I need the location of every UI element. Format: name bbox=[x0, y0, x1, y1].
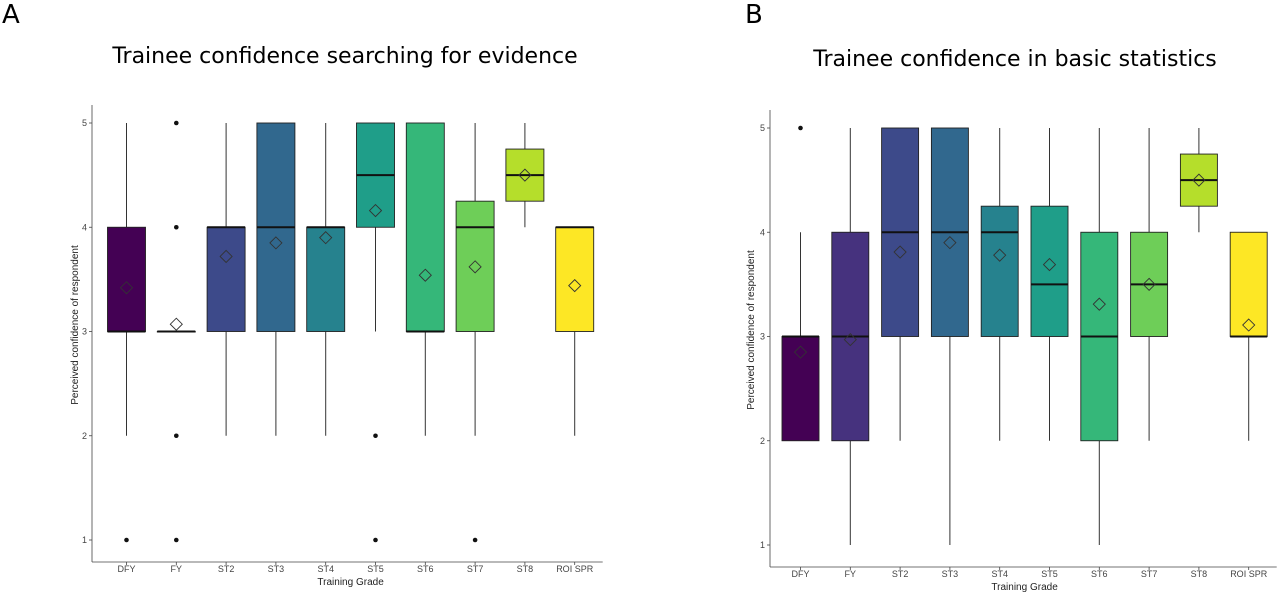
mean-marker bbox=[843, 332, 857, 347]
y-axis-title: Perceived confidence of respondent bbox=[746, 250, 757, 410]
mean-marker bbox=[518, 168, 532, 182]
mean-marker bbox=[219, 249, 233, 264]
mean-marker bbox=[1042, 257, 1057, 272]
outlier-point bbox=[124, 537, 129, 543]
x-tick-label: FY bbox=[845, 569, 857, 579]
y-tick-label: 1 bbox=[760, 540, 765, 550]
x-axis-title: Training Grade bbox=[317, 577, 384, 588]
box-roi-spr bbox=[1229, 231, 1268, 337]
y-tick-label: 4 bbox=[760, 227, 765, 237]
x-tick-label: DFY bbox=[118, 564, 136, 574]
mean-marker bbox=[169, 317, 183, 331]
mean-marker bbox=[568, 278, 582, 293]
mean-marker bbox=[993, 248, 1007, 262]
box-plot-a: 1 2 3 4 5 Perceived confidence of respondent T… bbox=[70, 105, 603, 588]
mean-marker bbox=[1142, 277, 1156, 292]
x-tick-label: ST8 bbox=[1191, 569, 1208, 579]
x-tick-label: ST2 bbox=[892, 569, 909, 579]
y-tick-label: 2 bbox=[760, 436, 765, 446]
outlier-point bbox=[174, 120, 179, 126]
outlier-point bbox=[373, 433, 378, 439]
x-tick-label: ST8 bbox=[517, 564, 534, 574]
y-tick-label: 5 bbox=[760, 123, 765, 133]
y-axis-title: Perceived confidence of respondent bbox=[70, 245, 81, 405]
mean-marker bbox=[893, 245, 907, 259]
mean-marker bbox=[1192, 173, 1206, 187]
mean-marker bbox=[269, 236, 283, 250]
box-st4 bbox=[980, 205, 1019, 337]
outlier-point bbox=[472, 537, 478, 543]
box-st2 bbox=[206, 226, 246, 332]
x-tick-label: ROI SPR bbox=[1230, 569, 1268, 579]
x-tick-label: ST7 bbox=[467, 564, 484, 574]
x-tick-label: ST2 bbox=[218, 564, 235, 574]
x-tick-label: ST3 bbox=[942, 569, 959, 579]
chart-title-a: Trainee confidence searching for evidenc… bbox=[112, 44, 578, 69]
box-dfy bbox=[781, 336, 820, 442]
mean-marker bbox=[119, 281, 134, 295]
outlier-point bbox=[798, 125, 803, 131]
box-st6 bbox=[405, 122, 445, 332]
x-tick-label: ST3 bbox=[268, 564, 285, 574]
y-tick-label: 3 bbox=[82, 327, 87, 337]
mean-marker bbox=[1242, 318, 1256, 332]
box-st7 bbox=[455, 200, 495, 332]
mean-marker bbox=[1092, 297, 1106, 311]
x-tick-label: ST4 bbox=[317, 564, 334, 574]
mean-marker bbox=[368, 203, 383, 218]
mean-marker bbox=[319, 231, 333, 245]
panel-letter-a: A bbox=[2, 0, 20, 30]
y-tick-label: 1 bbox=[82, 535, 87, 545]
mean-marker bbox=[943, 236, 957, 250]
x-tick-label: ST5 bbox=[367, 564, 384, 574]
x-tick-label: ROI SPR bbox=[556, 564, 594, 574]
x-tick-label: ST6 bbox=[417, 564, 434, 574]
x-tick-label: DFY bbox=[792, 569, 810, 579]
box-dfy bbox=[107, 226, 146, 332]
box-st4 bbox=[306, 226, 346, 332]
outlier-point bbox=[174, 537, 179, 543]
box-plot-b: 1 2 3 4 5 Perceived confidence of respondent T… bbox=[746, 110, 1277, 593]
chart-title-b: Trainee confidence in basic statistics bbox=[813, 47, 1217, 72]
y-tick-label: 5 bbox=[82, 118, 87, 128]
x-axis-title: Training Grade bbox=[991, 582, 1058, 593]
x-tick-label: FY bbox=[171, 564, 183, 574]
x-tick-label: ST6 bbox=[1091, 569, 1108, 579]
outlier-point bbox=[373, 537, 378, 543]
x-tick-label: ST5 bbox=[1041, 569, 1058, 579]
mean-marker bbox=[418, 268, 432, 282]
mean-marker bbox=[793, 345, 808, 359]
x-tick-label: ST7 bbox=[1141, 569, 1158, 579]
x-tick-label: ST4 bbox=[991, 569, 1008, 579]
y-tick-label: 2 bbox=[82, 431, 87, 441]
panel-letter-b: B bbox=[745, 0, 763, 30]
outlier-point bbox=[174, 433, 179, 439]
mean-marker bbox=[468, 260, 482, 274]
outlier-point bbox=[174, 224, 179, 230]
box-st5 bbox=[1030, 205, 1069, 337]
y-tick-label: 3 bbox=[760, 332, 765, 342]
y-tick-label: 4 bbox=[82, 222, 87, 232]
